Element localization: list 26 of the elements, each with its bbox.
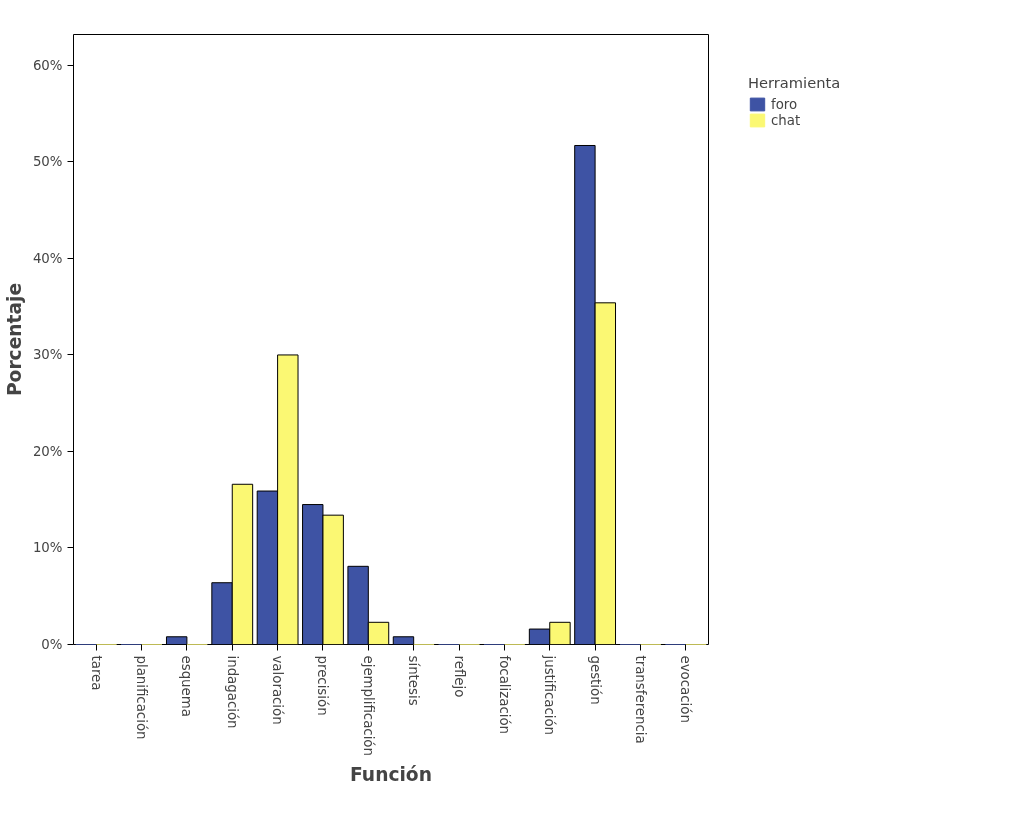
x-tick-label: esquema — [179, 655, 195, 717]
x-axis-title: Función — [350, 763, 432, 785]
y-tick-label: 60% — [32, 57, 63, 73]
y-tick-label: 30% — [32, 347, 63, 363]
x-tick-label: valoración — [270, 655, 286, 725]
y-tick-label: 20% — [32, 443, 63, 459]
y-tick-label: 40% — [32, 250, 63, 266]
x-tick-label: focalización — [496, 655, 512, 735]
x-tick-label: ejemplificación — [360, 655, 376, 756]
x-tick-label: precisión — [315, 655, 331, 716]
x-tick-label: transferencia — [632, 655, 648, 744]
x-tick-label: evocación — [678, 655, 694, 723]
legend-label: foro — [771, 96, 798, 112]
x-tick-label: tarea — [88, 655, 104, 691]
legend-label: chat — [771, 112, 801, 128]
x-tick-label: planificación — [134, 655, 150, 740]
y-tick-label: 10% — [32, 540, 63, 556]
x-tick-label: síntesis — [406, 655, 422, 706]
x-tick-label: reflejo — [451, 655, 467, 698]
x-tick-label: indagación — [224, 655, 240, 729]
y-tick-label: 0% — [41, 637, 63, 652]
x-tick-label: justificación — [542, 654, 558, 736]
x-tick-label: gestión — [587, 655, 603, 705]
y-tick-label: 50% — [32, 154, 63, 170]
y-axis-title: Porcentaje — [3, 282, 25, 397]
legend-title: Herramienta — [748, 74, 841, 91]
